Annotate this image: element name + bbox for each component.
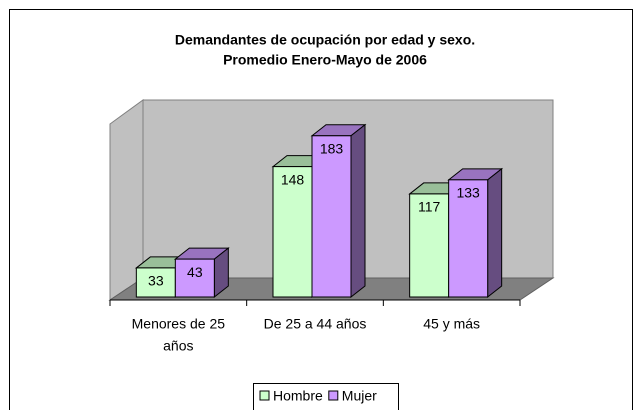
data-label: 133 — [456, 185, 480, 201]
bar-side — [487, 167, 503, 299]
bar — [174, 258, 215, 298]
legend-label: Hombre — [273, 388, 323, 404]
bar — [409, 193, 450, 298]
chart-title: Demandantes de ocupación por edad y sexo… — [175, 32, 475, 48]
data-label: 43 — [187, 264, 203, 280]
legend-swatch — [328, 390, 339, 401]
bar — [311, 135, 352, 298]
x-tick-label: Menores de 25 — [132, 316, 226, 332]
legend-swatch — [259, 390, 270, 401]
data-label: 33 — [148, 273, 164, 289]
data-label: 148 — [281, 171, 305, 187]
data-label: 183 — [320, 140, 344, 156]
bar-side — [350, 123, 366, 299]
x-tick-label: 45 y más — [423, 316, 480, 332]
data-label: 117 — [418, 199, 441, 215]
x-tick-label: años — [163, 338, 193, 354]
x-tick-label: De 25 a 44 años — [264, 316, 367, 332]
bar — [272, 166, 313, 298]
legend — [253, 383, 399, 410]
chart-subtitle: Promedio Enero-Mayo de 2006 — [223, 52, 427, 68]
legend-label: Mujer — [342, 388, 377, 404]
bar — [448, 179, 489, 298]
bar — [135, 267, 176, 298]
